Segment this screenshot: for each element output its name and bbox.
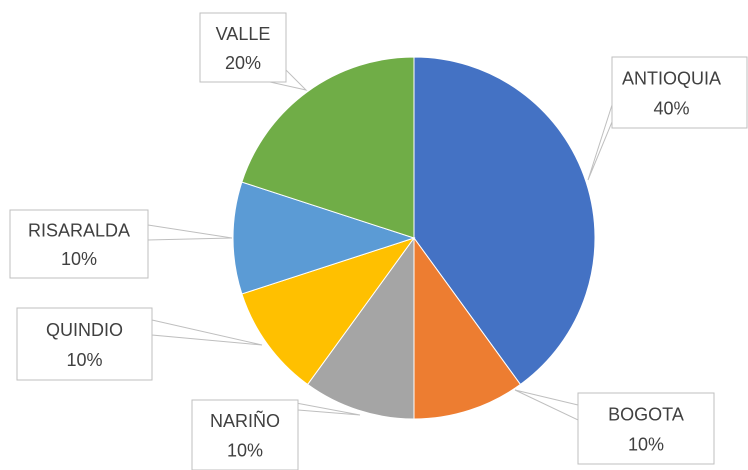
pie-slice — [241, 237, 416, 386]
pie-slice — [241, 56, 415, 239]
callout-box — [16, 307, 153, 381]
value-label: 10% — [227, 441, 263, 461]
category-label: ANTIOQUIA — [622, 68, 721, 88]
value-label: 10% — [628, 434, 664, 454]
callout-box — [191, 399, 299, 470]
pie-slice — [413, 56, 596, 386]
category-label: NARIÑO — [210, 410, 280, 431]
category-label: QUINDIO — [46, 320, 123, 340]
category-label: VALLE — [216, 24, 271, 44]
pie-slice — [232, 181, 416, 295]
callout-box — [9, 209, 149, 279]
callout-box — [611, 56, 748, 129]
value-label: 10% — [61, 249, 97, 269]
value-label: 20% — [225, 53, 261, 73]
value-label: 10% — [66, 350, 102, 370]
pie-slice — [413, 236, 522, 420]
value-label: 40% — [653, 98, 689, 118]
callout-box — [577, 392, 715, 465]
category-label: BOGOTA — [608, 404, 684, 424]
category-label: RISARALDA — [28, 221, 130, 241]
pie-slice — [306, 236, 415, 420]
callout-box — [199, 12, 287, 83]
